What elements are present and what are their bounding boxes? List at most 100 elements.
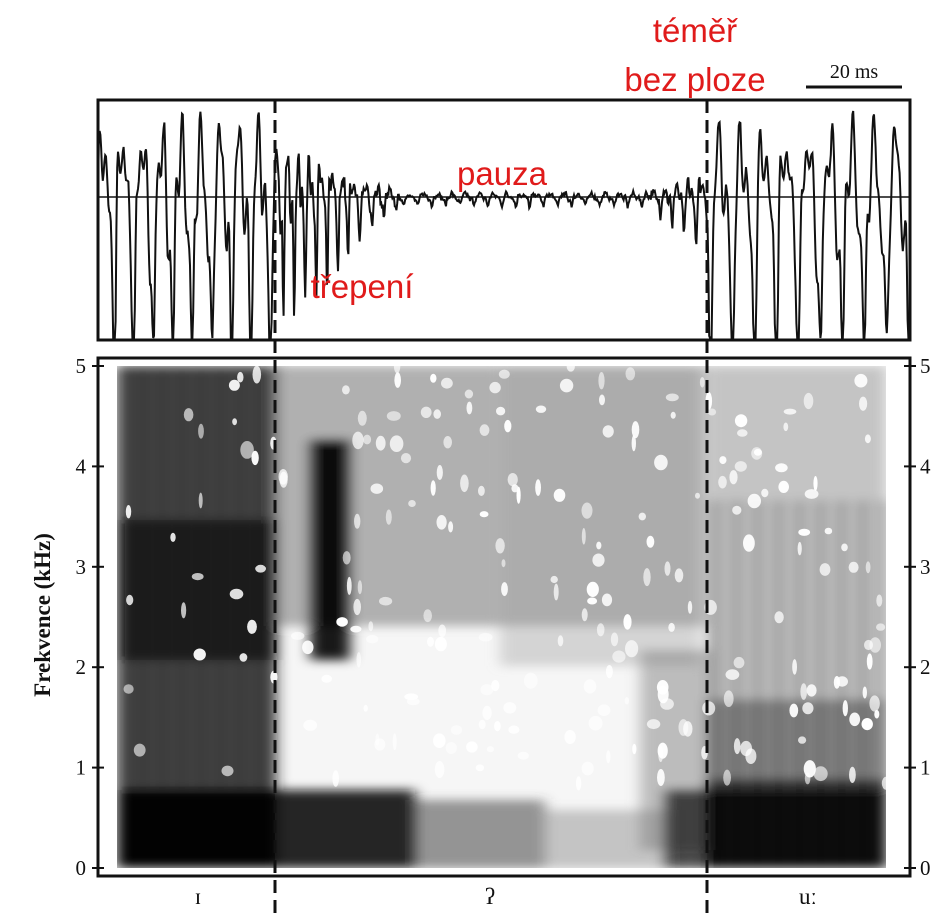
- spectral-speckle: [501, 559, 506, 568]
- spectral-speckle: [181, 602, 187, 619]
- spectral-speckle: [783, 422, 789, 432]
- spectral-speckle: [674, 568, 684, 583]
- y-tick-label-left: 5: [76, 354, 87, 378]
- spectral-speckle: [503, 702, 517, 714]
- segment-label-u-long: uː: [799, 884, 817, 909]
- annotation-near-no-fry-line1: téměř: [653, 12, 738, 49]
- spectral-speckle: [864, 434, 871, 444]
- spectral-speckle: [695, 492, 700, 499]
- spectral-speckle: [466, 741, 478, 753]
- spectral-speckle: [498, 369, 510, 379]
- pulse-striation: [796, 500, 804, 868]
- scale-bar-label: 20 ms: [830, 61, 879, 83]
- spectral-speckle: [747, 493, 761, 509]
- spectral-speckle: [430, 480, 436, 496]
- spectral-speckle: [836, 676, 848, 687]
- spectral-speckle: [596, 541, 602, 550]
- spectral-speckle: [687, 600, 693, 614]
- spectral-speckle: [191, 573, 204, 581]
- pulse-striation: [880, 500, 886, 868]
- spectral-speckle: [859, 396, 868, 411]
- spectral-speckle: [678, 719, 689, 736]
- spectral-speckle: [581, 761, 594, 776]
- y-tick-label-right: 5: [920, 354, 931, 378]
- spectral-speckle: [379, 596, 393, 606]
- spectral-speckle: [792, 659, 797, 675]
- spectral-speckle: [606, 750, 611, 764]
- spectral-speckle: [646, 719, 661, 730]
- spectral-speckle: [436, 515, 447, 530]
- pulse-striation: [733, 500, 741, 868]
- spectral-speckle: [389, 435, 404, 453]
- spectral-speckle: [733, 656, 745, 669]
- spectral-speckle: [353, 598, 362, 616]
- spectral-speckle: [581, 608, 588, 622]
- spectral-speckle: [336, 617, 348, 627]
- y-axis-title: Frekvence (kHz): [30, 533, 55, 697]
- spectral-speckle: [596, 623, 605, 637]
- pulse-striation: [775, 500, 783, 868]
- spectral-speckle: [624, 697, 629, 705]
- spectral-speckle: [346, 576, 352, 595]
- spectral-speckle: [583, 679, 597, 694]
- annotation-near-no-fry-line2: bez ploze: [624, 61, 765, 98]
- spectral-speckle: [581, 528, 586, 545]
- spectral-speckle: [357, 580, 363, 595]
- spectral-speckle: [803, 392, 814, 410]
- y-axis-left: 0 1 2 3 4 5: [76, 354, 104, 880]
- spectral-speckle: [237, 371, 244, 383]
- spectral-speckle: [564, 730, 576, 744]
- spectral-speckle: [357, 410, 367, 426]
- spectral-speckle: [302, 640, 314, 655]
- spectral-speckle: [737, 429, 748, 437]
- spectrogram-panel: 0 1 2 3 4 5 0 1 2 3 4 5: [76, 354, 932, 880]
- spectral-speckle: [504, 419, 512, 433]
- spectral-speckle: [632, 743, 637, 755]
- spectral-speckle: [581, 502, 593, 519]
- pulse-striation: [217, 366, 225, 868]
- spectral-speckle: [198, 423, 204, 439]
- spectral-speckle: [842, 700, 848, 717]
- spectral-speckle: [255, 564, 266, 573]
- y-tick-label-left: 0: [76, 856, 87, 880]
- spectral-speckle: [625, 640, 639, 658]
- spectral-speckle: [800, 683, 807, 700]
- spectral-speckle: [352, 431, 364, 450]
- pulse-striation: [159, 366, 166, 868]
- segment-label-i: ɪ: [195, 884, 201, 909]
- spectral-speckle: [125, 505, 132, 519]
- spectral-speckle: [668, 622, 675, 632]
- spectral-speckle: [523, 672, 538, 689]
- spectral-speckle: [535, 479, 541, 496]
- spectral-speckle: [517, 751, 529, 760]
- spectral-speckle: [733, 738, 741, 755]
- spectral-speckle: [861, 718, 873, 731]
- spectral-speckle: [229, 588, 244, 600]
- spectral-speckle: [394, 372, 402, 388]
- spectral-speckle: [631, 435, 636, 452]
- spectral-speckle: [482, 705, 492, 721]
- pulse-striation: [120, 366, 127, 868]
- spectral-speckle: [430, 373, 437, 383]
- spectral-speckle: [420, 406, 432, 418]
- spectral-speckle: [507, 473, 518, 487]
- pulse-striation: [256, 366, 264, 868]
- y-tick-label-right: 4: [920, 454, 931, 478]
- spectral-speckle: [743, 534, 755, 552]
- spectral-speckle: [433, 733, 446, 748]
- spectral-speckle: [392, 733, 397, 751]
- spectral-speckle: [228, 379, 240, 391]
- spectrogram-speckle: [123, 366, 886, 791]
- spectral-speckle: [657, 769, 665, 786]
- spectral-speckle: [557, 635, 564, 647]
- spectral-speckle: [654, 454, 668, 471]
- spectral-speckle: [597, 704, 611, 716]
- spectral-speckle: [170, 532, 176, 543]
- spectral-speckle: [445, 742, 457, 754]
- spectral-speckle: [535, 405, 547, 413]
- spectral-speckle: [798, 528, 811, 536]
- spectral-speckle: [479, 511, 489, 518]
- spectral-speckle: [494, 721, 501, 732]
- energy-region: [415, 800, 545, 868]
- spectral-speckle: [610, 632, 619, 647]
